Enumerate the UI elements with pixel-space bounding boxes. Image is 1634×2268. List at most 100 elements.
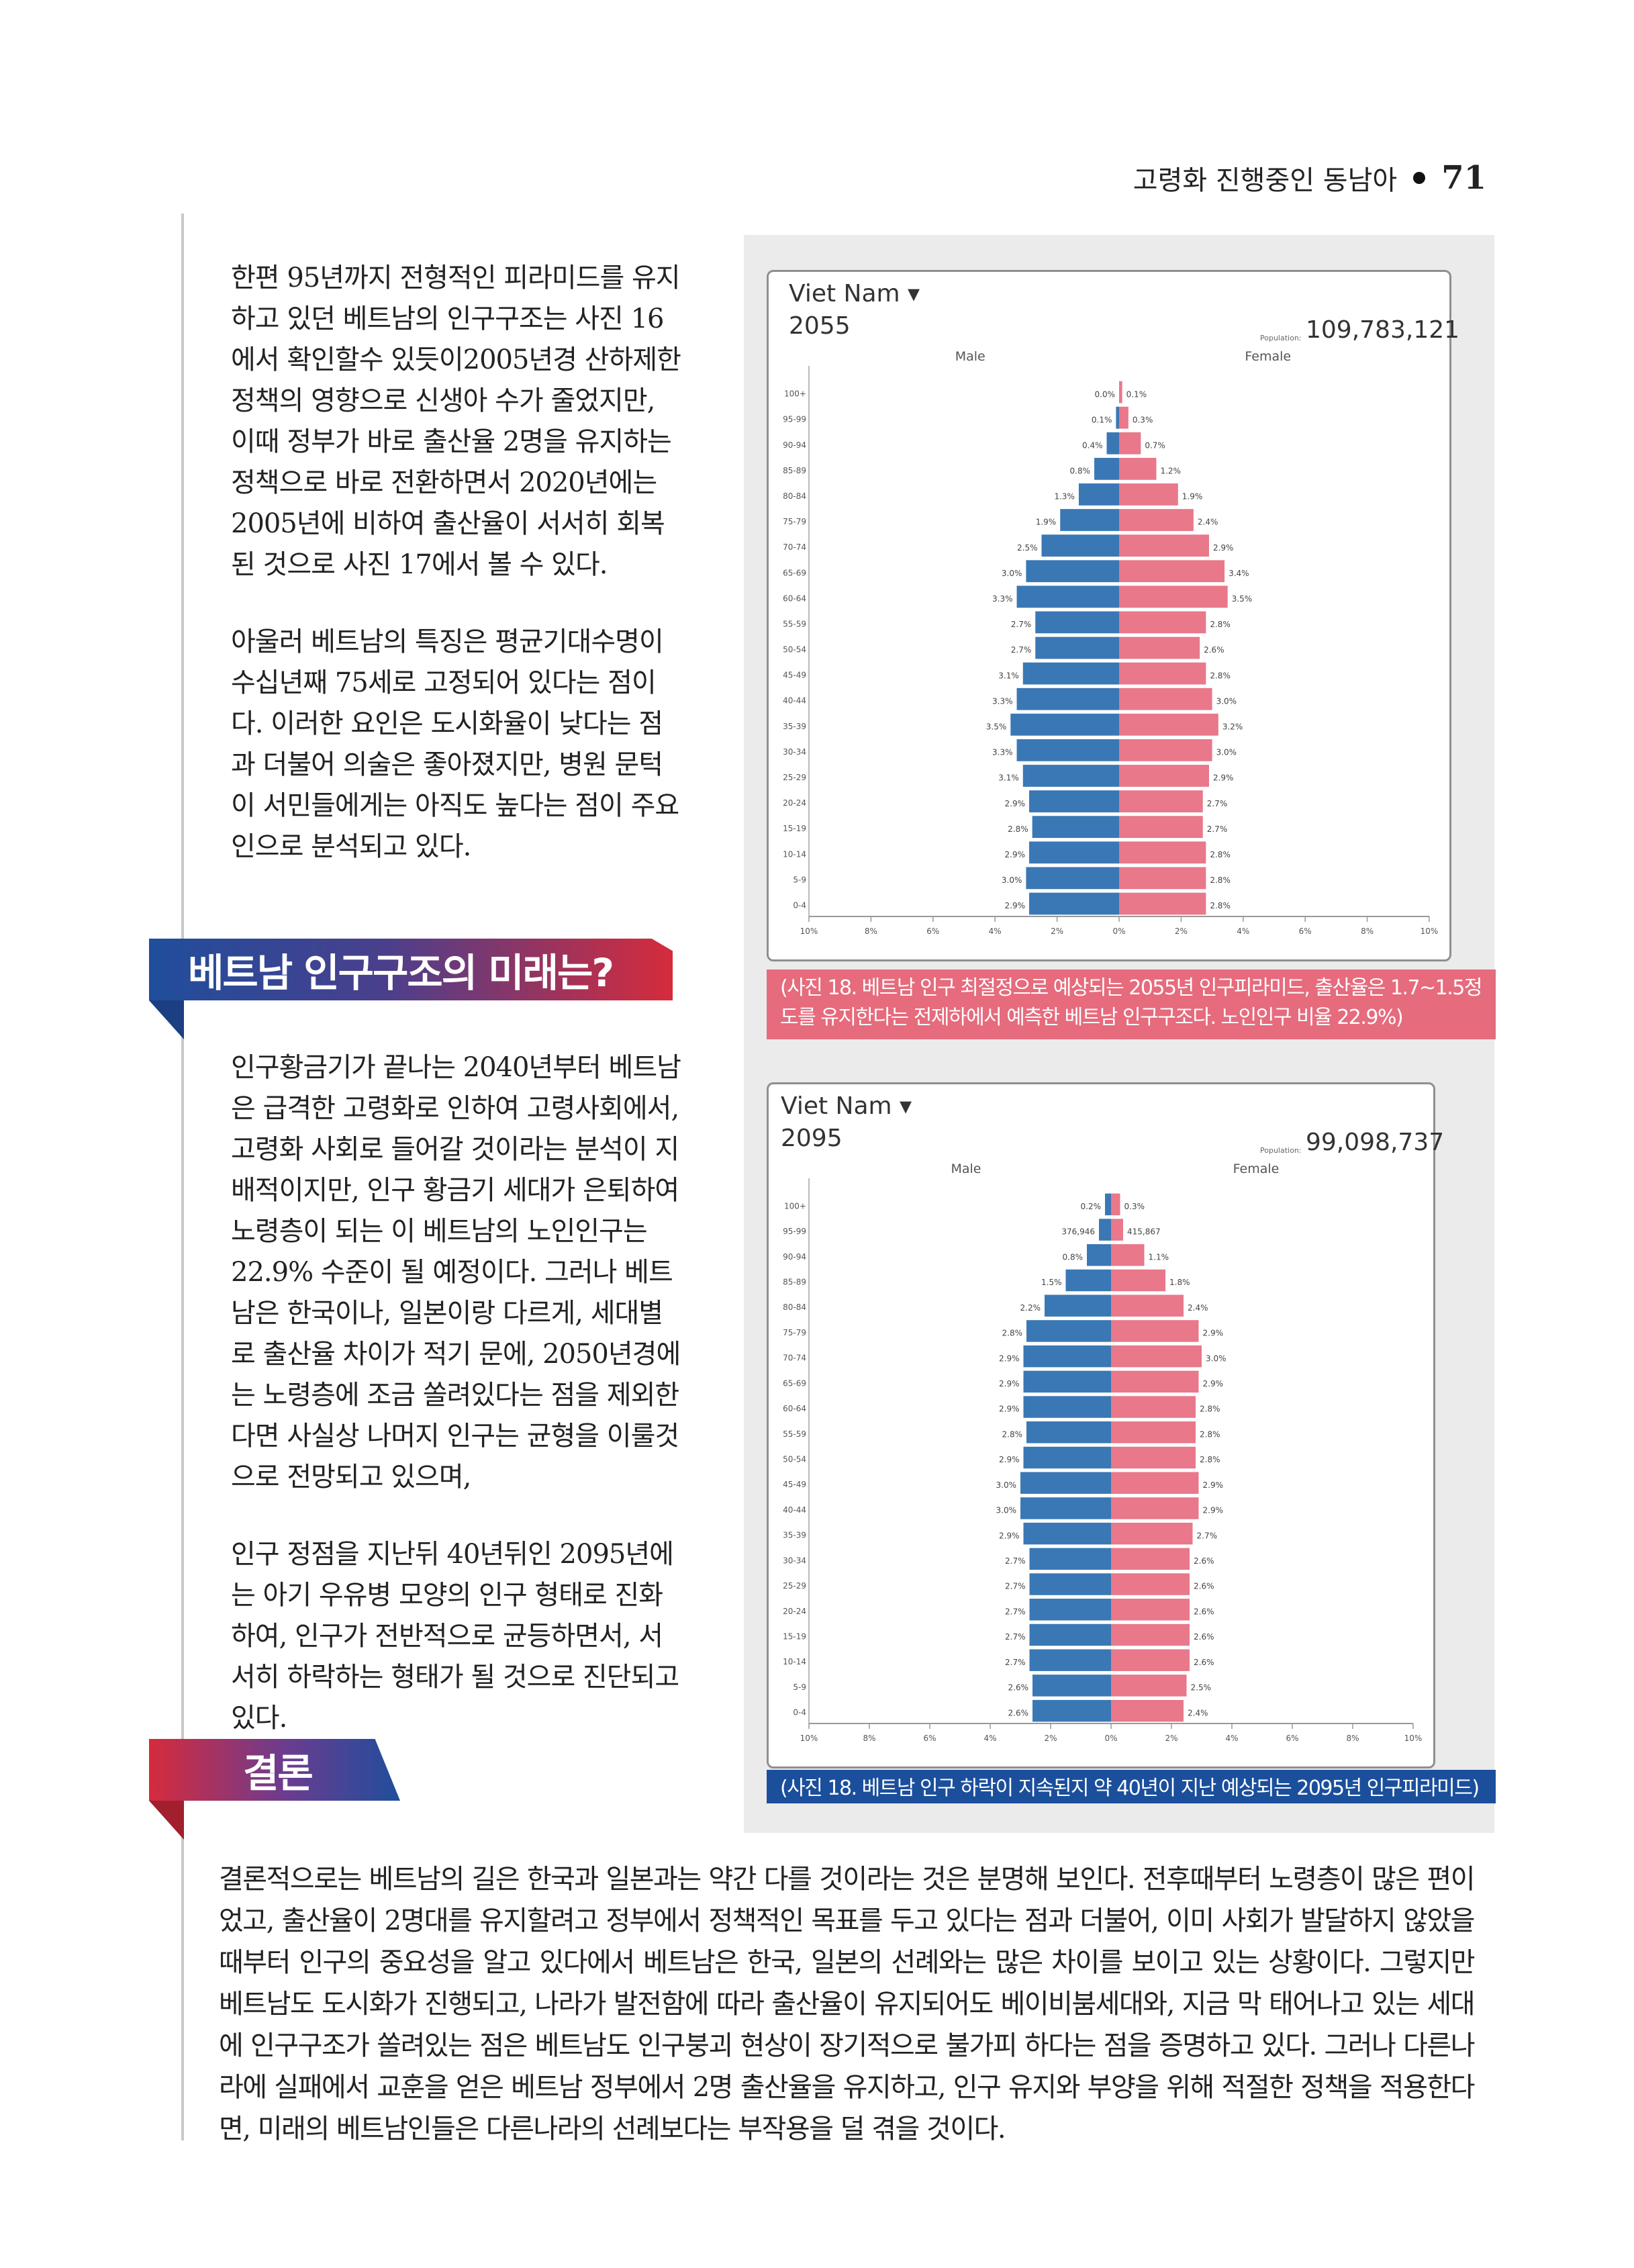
female-data-label: 2.6% <box>1194 1658 1214 1667</box>
male-data-label: 2.6% <box>1008 1708 1029 1717</box>
female-data-label: 2.9% <box>1213 773 1234 783</box>
female-data-label: 2.7% <box>1197 1531 1218 1540</box>
age-tick-label: 25-29 <box>783 1581 806 1591</box>
bar-male <box>1029 790 1119 812</box>
male-data-label: 0.8% <box>1063 1252 1084 1262</box>
bar-female <box>1119 483 1178 506</box>
male-data-label: 3.3% <box>992 594 1013 604</box>
bar-female <box>1111 1649 1190 1671</box>
female-data-label: 0.3% <box>1124 1202 1145 1211</box>
x-tick-label: 6% <box>1299 927 1312 936</box>
female-data-label: 0.7% <box>1145 440 1165 450</box>
female-data-label: 2.9% <box>1203 1329 1224 1338</box>
female-data-label: 2.8% <box>1210 876 1231 885</box>
x-tick-label: 6% <box>923 1734 936 1743</box>
bar-female <box>1119 841 1206 864</box>
age-tick-label: 35-39 <box>783 1531 806 1540</box>
running-header: 고령화 진행중인 동남아 71 <box>1133 158 1486 197</box>
bar-male <box>1023 1396 1111 1418</box>
female-data-label: 2.4% <box>1188 1708 1208 1717</box>
male-data-label: 2.9% <box>999 1531 1020 1540</box>
female-data-label: 2.9% <box>1203 1506 1224 1515</box>
x-tick-label: 10% <box>800 1734 818 1743</box>
age-tick-label: 5-9 <box>793 1683 806 1692</box>
bar-male <box>1020 1497 1111 1519</box>
column-rule <box>181 214 184 2140</box>
bar-female <box>1111 1421 1196 1444</box>
paragraph-2: 아울러 베트남의 특징은 평균기대수명이 수십년째 75세로 고정되어 있다는 … <box>231 626 679 862</box>
age-tick-label: 30-34 <box>783 747 806 757</box>
female-data-label: 2.4% <box>1188 1303 1208 1313</box>
bar-female <box>1111 1472 1199 1494</box>
male-data-label: 2.9% <box>999 1455 1020 1464</box>
bar-male <box>1029 841 1119 864</box>
bullet-icon <box>1413 172 1426 184</box>
male-data-label: 0.4% <box>1082 440 1103 450</box>
age-tick-label: 40-44 <box>783 1505 806 1515</box>
male-header: Male <box>951 1162 981 1176</box>
age-tick-label: 80-84 <box>783 491 806 501</box>
bar-female <box>1119 790 1203 812</box>
bar-male <box>1041 534 1119 557</box>
bar-female <box>1119 688 1212 710</box>
age-tick-label: 65-69 <box>783 1378 806 1388</box>
male-data-label: 3.0% <box>1002 876 1022 885</box>
bar-male <box>1099 1219 1111 1241</box>
male-data-label: 2.7% <box>1005 1582 1026 1591</box>
male-data-label: 2.9% <box>1005 799 1026 808</box>
female-data-label: 2.8% <box>1210 850 1231 859</box>
bar-female <box>1119 611 1206 634</box>
female-data-label: 2.8% <box>1200 1405 1220 1414</box>
age-tick-label: 70-74 <box>783 542 806 552</box>
bar-male <box>1023 1370 1111 1393</box>
x-tick-label: 2% <box>1051 927 1063 936</box>
male-data-label: 2.2% <box>1020 1303 1041 1313</box>
male-data-label: 2.7% <box>1005 1556 1026 1566</box>
bar-female <box>1119 713 1218 736</box>
bar-male <box>1060 509 1119 531</box>
male-data-label: 0.0% <box>1095 389 1116 399</box>
female-data-label: 2.6% <box>1194 1582 1214 1591</box>
male-data-label: 1.3% <box>1054 492 1075 502</box>
bar-female <box>1119 739 1212 761</box>
bar-male <box>1106 432 1119 455</box>
bar-male <box>1016 739 1119 761</box>
bar-female <box>1119 457 1157 480</box>
x-tick-label: 2% <box>1175 927 1188 936</box>
female-data-label: 2.5% <box>1191 1683 1212 1693</box>
female-data-label: 0.1% <box>1126 389 1147 399</box>
population-value: 99,098,737 <box>1306 1129 1445 1156</box>
bar-female <box>1111 1623 1190 1646</box>
bar-female <box>1119 892 1206 915</box>
bar-female <box>1119 509 1194 531</box>
age-tick-label: 90-94 <box>783 440 806 450</box>
female-data-label: 1.8% <box>1169 1278 1190 1287</box>
bar-female <box>1111 1193 1120 1216</box>
bar-female <box>1119 406 1128 429</box>
pyramid-svg: Male Female 100+ 0.2% 0.3% 95-99 376,946 415,86… <box>783 1162 1422 1743</box>
x-tick-label: 8% <box>865 927 877 936</box>
age-tick-label: 20-24 <box>783 798 806 808</box>
bar-male <box>1020 1472 1111 1494</box>
country-selector[interactable]: Viet Nam ▾ <box>781 1092 912 1120</box>
female-data-label: 2.6% <box>1194 1632 1214 1642</box>
female-data-label: 2.6% <box>1194 1556 1214 1566</box>
bar-female <box>1111 1320 1199 1342</box>
age-tick-label: 15-19 <box>783 824 806 833</box>
male-data-label: 2.9% <box>1005 850 1026 859</box>
bar-male <box>1029 1649 1111 1671</box>
age-tick-label: 95-99 <box>783 415 806 424</box>
x-tick-label: 0% <box>1112 927 1125 936</box>
male-data-label: 2.7% <box>1005 1607 1026 1616</box>
population-pyramid-2095: Viet Nam ▾ 2095 Population: 99,098,737 M… <box>767 1082 1444 1768</box>
bar-male <box>1065 1269 1111 1292</box>
page-number: 71 <box>1441 159 1486 197</box>
bar-male <box>1035 611 1119 634</box>
x-tick-label: 4% <box>989 927 1002 936</box>
female-data-label: 2.8% <box>1200 1429 1220 1439</box>
country-selector[interactable]: Viet Nam ▾ <box>789 280 920 308</box>
x-tick-label: 8% <box>863 1734 875 1743</box>
x-tick-label: 10% <box>800 927 818 936</box>
male-data-label: 0.1% <box>1092 415 1112 424</box>
bar-female <box>1111 1345 1202 1368</box>
